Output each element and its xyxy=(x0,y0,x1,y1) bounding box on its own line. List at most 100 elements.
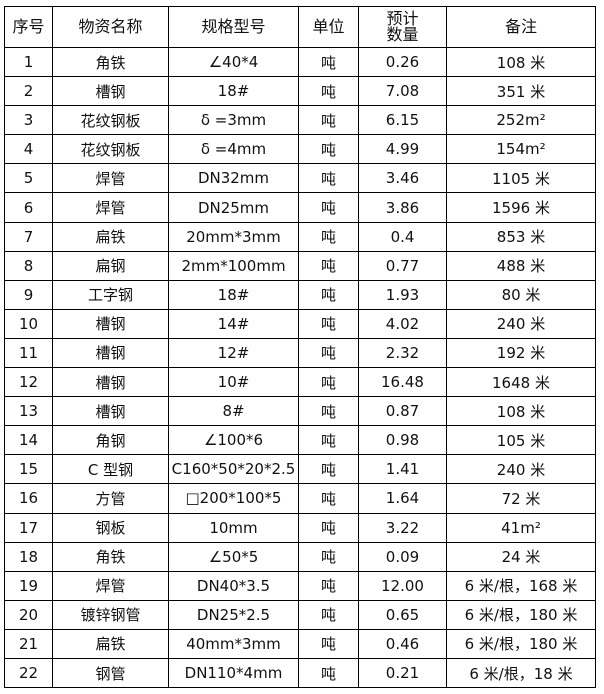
cell-spec: 12# xyxy=(168,337,299,369)
cell-unit: 吨 xyxy=(298,76,359,107)
cell-name: 方管 xyxy=(52,483,169,514)
table-row: 9 工字钢 18# 吨 1.93 80 米 xyxy=(4,279,596,310)
cell-remark: 240 米 xyxy=(446,308,596,339)
cell-unit: 吨 xyxy=(298,337,359,369)
cell-quantity: 7.08 xyxy=(358,76,447,107)
table-row: 19 焊管 DN40*3.5 吨 12.00 6 米/根，168 米 xyxy=(4,570,596,601)
cell-remark: 24 米 xyxy=(446,541,596,572)
cell-index: 16 xyxy=(4,483,53,514)
table-row: 17 钢板 10mm 吨 3.22 41m² xyxy=(4,512,596,543)
cell-unit: 吨 xyxy=(298,541,359,572)
table-row: 11 槽钢 12# 吨 2.32 192 米 xyxy=(4,337,596,369)
cell-name: 角铁 xyxy=(52,46,169,78)
cell-remark: 41m² xyxy=(446,512,596,543)
cell-remark: 853 米 xyxy=(446,221,596,252)
cell-index: 18 xyxy=(4,541,53,572)
cell-unit: 吨 xyxy=(298,46,359,78)
cell-index: 2 xyxy=(4,76,53,107)
cell-spec: 10# xyxy=(168,367,299,398)
cell-index: 19 xyxy=(4,570,53,601)
cell-remark: 154m² xyxy=(446,134,596,165)
cell-spec: ∠100*6 xyxy=(168,425,299,456)
table-row: 5 焊管 DN32mm 吨 3.46 1105 米 xyxy=(4,163,596,194)
cell-index: 8 xyxy=(4,250,53,281)
cell-spec: 18# xyxy=(168,279,299,310)
table-row: 14 角钢 ∠100*6 吨 0.98 105 米 xyxy=(4,425,596,456)
cell-quantity: 0.4 xyxy=(358,221,447,252)
cell-index: 11 xyxy=(4,337,53,369)
cell-unit: 吨 xyxy=(298,512,359,543)
cell-unit: 吨 xyxy=(298,279,359,310)
table-row: 2 槽钢 18# 吨 7.08 351 米 xyxy=(4,76,596,107)
table-row: 1 角铁 ∠40*4 吨 0.26 108 米 xyxy=(4,46,596,78)
cell-index: 9 xyxy=(4,279,53,310)
cell-unit: 吨 xyxy=(298,367,359,398)
cell-index: 12 xyxy=(4,367,53,398)
cell-name: 花纹钢板 xyxy=(52,134,169,165)
header-name: 物资名称 xyxy=(52,6,169,48)
cell-unit: 吨 xyxy=(298,483,359,514)
cell-index: 15 xyxy=(4,454,53,485)
cell-spec: 20mm*3mm xyxy=(168,221,299,252)
header-quantity: 预计 数量 xyxy=(358,6,447,48)
cell-index: 17 xyxy=(4,512,53,543)
cell-spec: 40mm*3mm xyxy=(168,628,299,659)
cell-remark: 252m² xyxy=(446,105,596,136)
cell-quantity: 0.26 xyxy=(358,46,447,78)
cell-unit: 吨 xyxy=(298,105,359,136)
cell-index: 21 xyxy=(4,628,53,659)
cell-index: 20 xyxy=(4,599,53,630)
cell-name: C 型钢 xyxy=(52,454,169,485)
header-unit: 单位 xyxy=(298,6,359,48)
cell-spec: DN40*3.5 xyxy=(168,570,299,601)
cell-quantity: 2.32 xyxy=(358,337,447,369)
table-row: 12 槽钢 10# 吨 16.48 1648 米 xyxy=(4,367,596,398)
cell-remark: 6 米/根，168 米 xyxy=(446,570,596,601)
cell-spec: δ =3mm xyxy=(168,105,299,136)
cell-name: 花纹钢板 xyxy=(52,105,169,136)
table-row: 18 角铁 ∠50*5 吨 0.09 24 米 xyxy=(4,541,596,572)
table-row: 8 扁钢 2mm*100mm 吨 0.77 488 米 xyxy=(4,250,596,281)
cell-index: 4 xyxy=(4,134,53,165)
cell-name: 扁钢 xyxy=(52,250,169,281)
table-row: 22 钢管 DN110*4mm 吨 0.21 6 米/根，18 米 xyxy=(4,657,596,689)
table-row: 4 花纹钢板 δ =4mm 吨 4.99 154m² xyxy=(4,134,596,165)
header-spec: 规格型号 xyxy=(168,6,299,48)
cell-spec: 18# xyxy=(168,76,299,107)
cell-name: 工字钢 xyxy=(52,279,169,310)
cell-remark: 192 米 xyxy=(446,337,596,369)
cell-quantity: 0.09 xyxy=(358,541,447,572)
cell-spec: δ =4mm xyxy=(168,134,299,165)
cell-remark: 1596 米 xyxy=(446,192,596,223)
cell-remark: 351 米 xyxy=(446,76,596,107)
cell-spec: 2mm*100mm xyxy=(168,250,299,281)
table-row: 7 扁铁 20mm*3mm 吨 0.4 853 米 xyxy=(4,221,596,252)
header-remark: 备注 xyxy=(446,6,596,48)
cell-remark: 1105 米 xyxy=(446,163,596,194)
cell-unit: 吨 xyxy=(298,657,359,689)
cell-remark: 6 米/根，180 米 xyxy=(446,628,596,659)
cell-remark: 105 米 xyxy=(446,425,596,456)
cell-quantity: 1.41 xyxy=(358,454,447,485)
table-row: 15 C 型钢 C160*50*20*2.5 吨 1.41 240 米 xyxy=(4,454,596,485)
cell-spec: 8# xyxy=(168,396,299,427)
cell-quantity: 3.86 xyxy=(358,192,447,223)
cell-quantity: 6.15 xyxy=(358,105,447,136)
materials-table: 序号 物资名称 规格型号 单位 预计 数量 备注 1 角铁 ∠40*4 吨 0.26 10… xyxy=(4,6,596,689)
cell-name: 钢管 xyxy=(52,657,169,689)
cell-remark: 6 米/根，18 米 xyxy=(446,657,596,689)
cell-unit: 吨 xyxy=(298,425,359,456)
cell-spec: C160*50*20*2.5 xyxy=(168,454,299,485)
cell-quantity: 1.93 xyxy=(358,279,447,310)
cell-spec: 10mm xyxy=(168,512,299,543)
cell-remark: 80 米 xyxy=(446,279,596,310)
cell-spec: DN25*2.5 xyxy=(168,599,299,630)
table-row: 13 槽钢 8# 吨 0.87 108 米 xyxy=(4,396,596,427)
cell-unit: 吨 xyxy=(298,250,359,281)
cell-name: 槽钢 xyxy=(52,396,169,427)
cell-name: 槽钢 xyxy=(52,308,169,339)
cell-quantity: 0.46 xyxy=(358,628,447,659)
cell-name: 焊管 xyxy=(52,192,169,223)
cell-unit: 吨 xyxy=(298,134,359,165)
cell-name: 槽钢 xyxy=(52,367,169,398)
